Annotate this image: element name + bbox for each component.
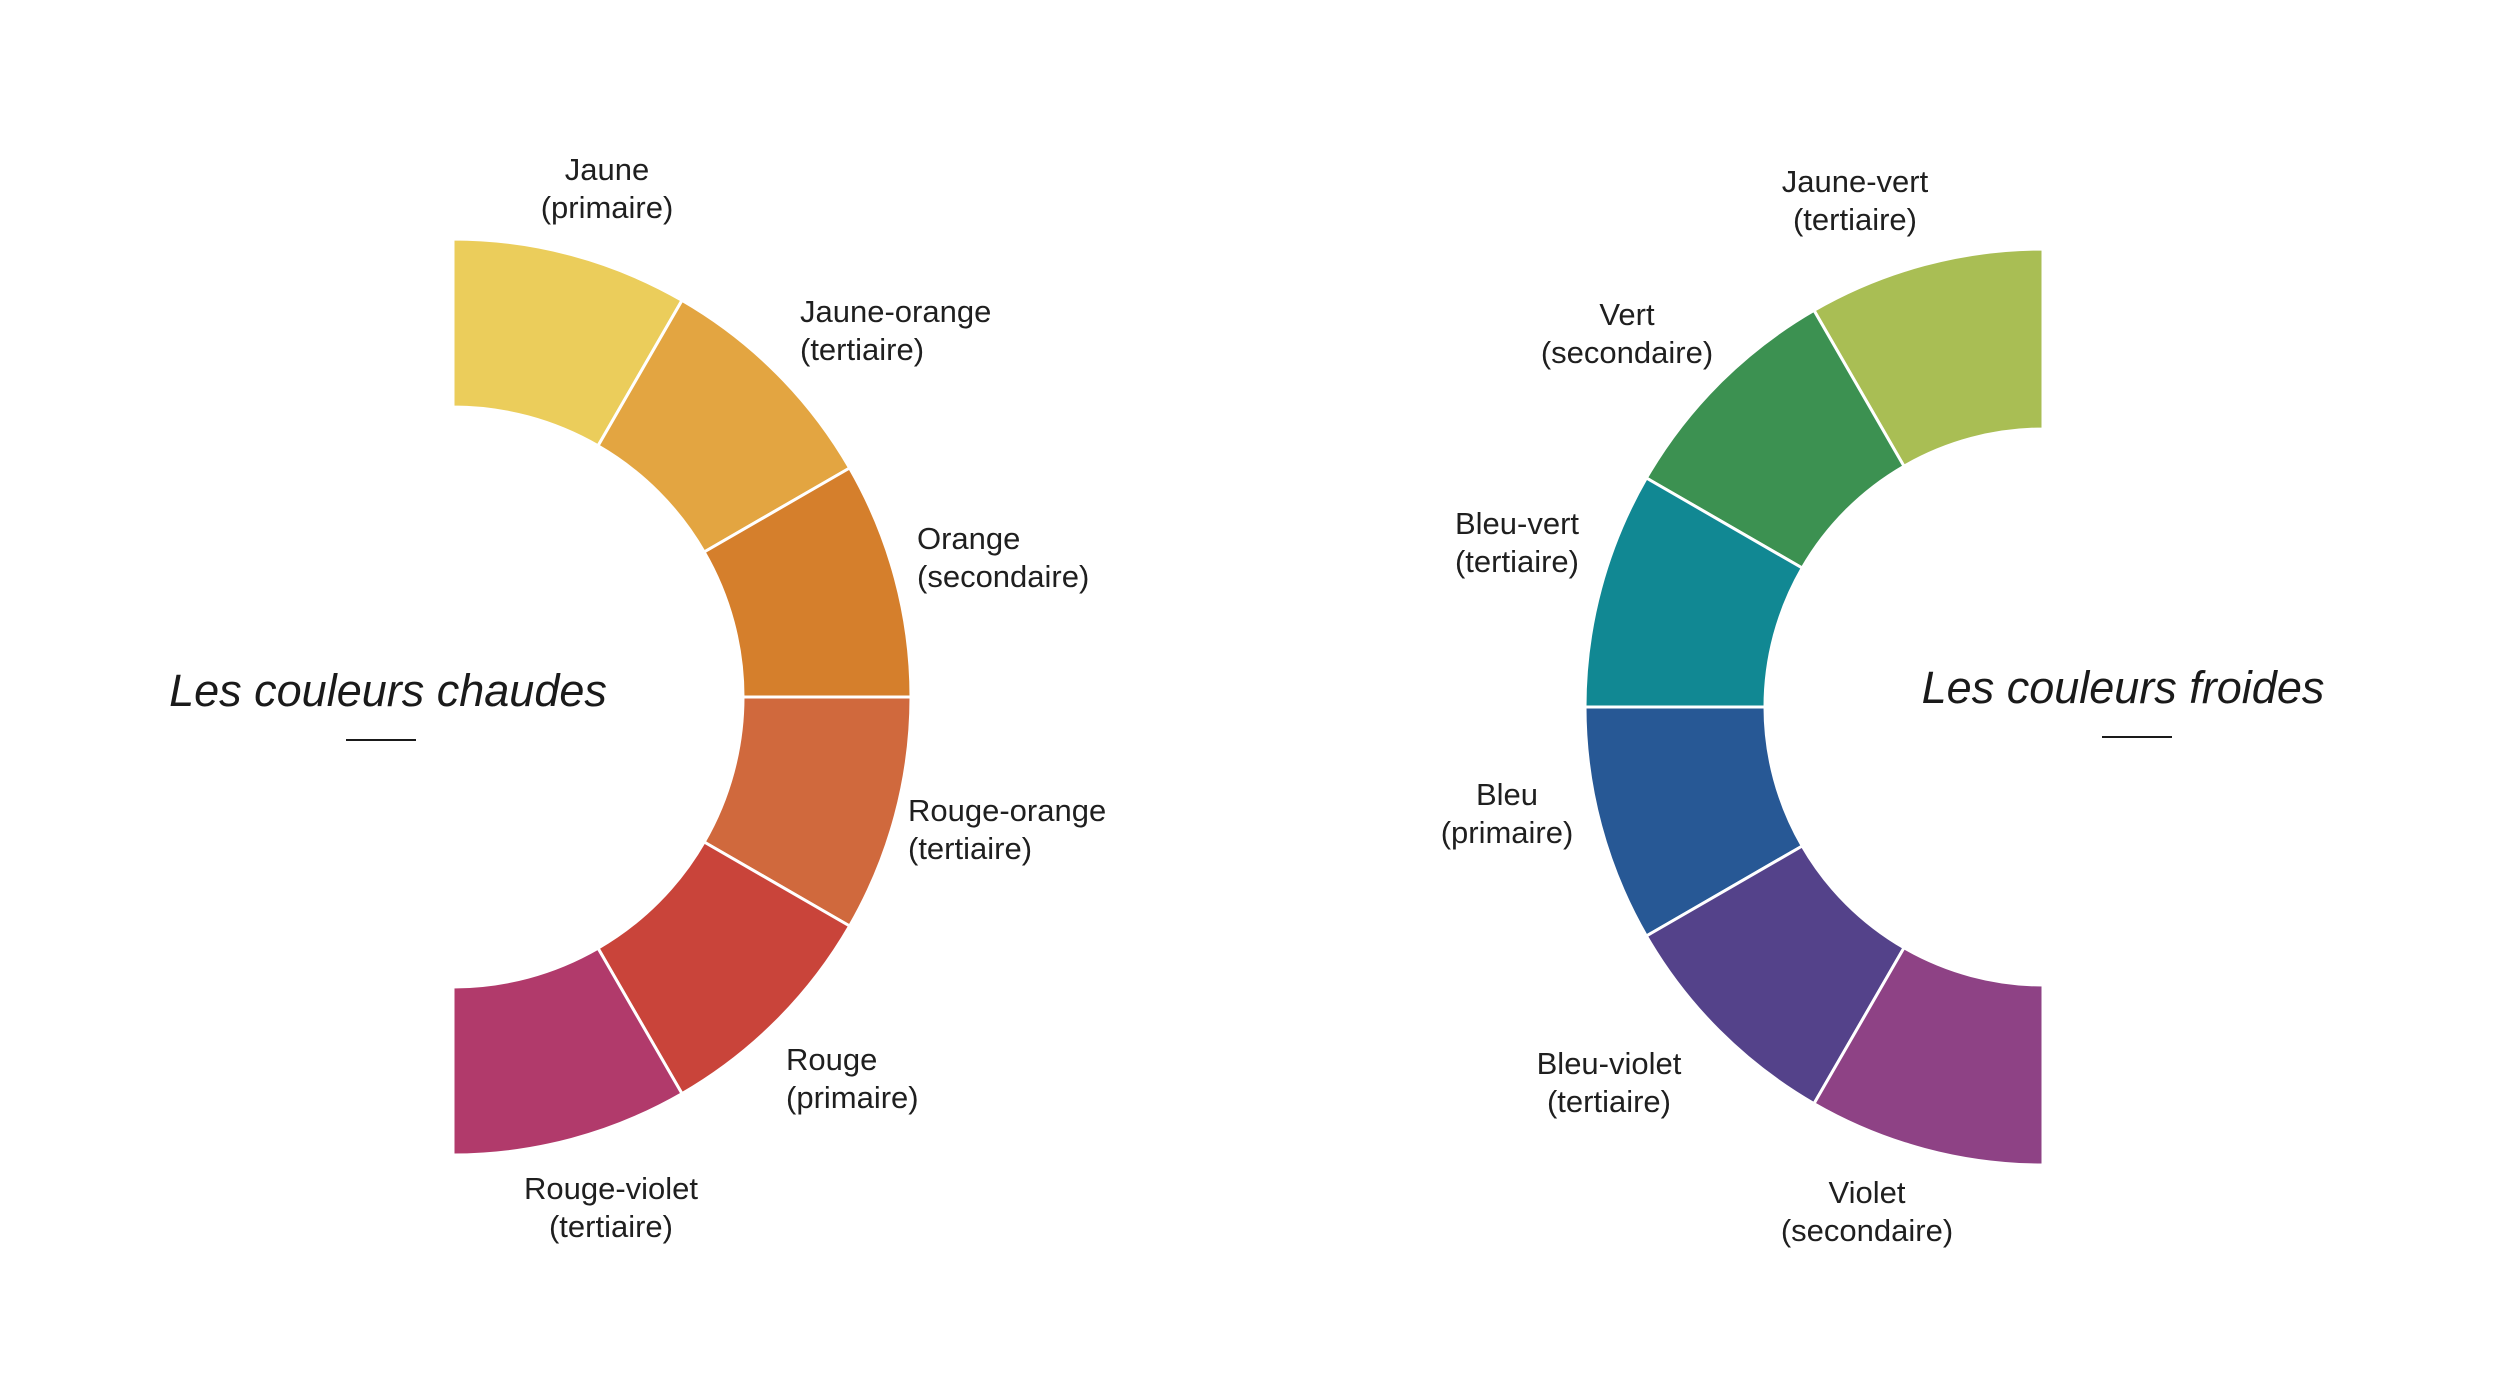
label-jaune-orange: Jaune-orange (tertiaire): [800, 294, 991, 367]
label-kind: (primaire): [1441, 815, 1574, 850]
warm-segments: [451, 237, 913, 1157]
label-kind: (primaire): [541, 190, 674, 225]
label-rouge-violet: Rouge-violet (tertiaire): [524, 1171, 698, 1244]
label-name: Bleu-violet: [1537, 1046, 1682, 1081]
cool-labels: Jaune-vert (tertiaire)Vert (secondaire)Ble…: [1441, 164, 1953, 1248]
label-kind: (primaire): [786, 1080, 919, 1115]
label-orange: Orange (secondaire): [917, 521, 1089, 594]
label-violet: Violet (secondaire): [1781, 1175, 1953, 1248]
label-kind: (secondaire): [1781, 1213, 1953, 1248]
label-name: Jaune-vert: [1782, 164, 1929, 199]
warm-title: Les couleurs chaudes: [169, 665, 607, 716]
cool-segments: [1583, 247, 2045, 1167]
cool-colors-diagram: Jaune-vert (tertiaire)Vert (secondaire)Ble…: [1441, 164, 2325, 1248]
cool-title: Les couleurs froides: [1922, 662, 2325, 713]
label-jaune-vert: Jaune-vert (tertiaire): [1782, 164, 1929, 237]
label-name: Violet: [1829, 1175, 1906, 1210]
warm-labels: Jaune (primaire)Jaune-orange (tertiaire)Or…: [524, 152, 1106, 1244]
label-jaune: Jaune (primaire): [541, 152, 674, 225]
warm-colors-diagram: Jaune (primaire)Jaune-orange (tertiaire)Or…: [169, 152, 1106, 1244]
label-name: Vert: [1599, 297, 1655, 332]
label-name: Jaune: [565, 152, 649, 187]
label-kind: (tertiaire): [908, 831, 1032, 866]
label-kind: (tertiaire): [800, 332, 924, 367]
segment-violet: [1811, 945, 2045, 1167]
label-kind: (tertiaire): [1455, 544, 1579, 579]
segment-rouge-violet: [451, 946, 685, 1157]
label-bleu: Bleu (primaire): [1441, 777, 1574, 850]
label-kind: (secondaire): [917, 559, 1089, 594]
label-name: Orange: [917, 521, 1020, 556]
label-vert: Vert (secondaire): [1541, 297, 1713, 370]
label-name: Bleu: [1476, 777, 1538, 812]
label-name: Jaune-orange: [800, 294, 991, 329]
label-kind: (tertiaire): [549, 1209, 673, 1244]
label-name: Rouge-orange: [908, 793, 1106, 828]
label-bleu-violet: Bleu-violet (tertiaire): [1537, 1046, 1682, 1119]
label-name: Rouge: [786, 1042, 877, 1077]
label-name: Rouge-violet: [524, 1171, 698, 1206]
label-kind: (tertiaire): [1547, 1084, 1671, 1119]
label-bleu-vert: Bleu-vert (tertiaire): [1455, 506, 1579, 579]
label-kind: (secondaire): [1541, 335, 1713, 370]
label-rouge-orange: Rouge-orange (tertiaire): [908, 793, 1106, 866]
label-name: Bleu-vert: [1455, 506, 1579, 541]
label-rouge: Rouge (primaire): [786, 1042, 919, 1115]
label-kind: (tertiaire): [1793, 202, 1917, 237]
